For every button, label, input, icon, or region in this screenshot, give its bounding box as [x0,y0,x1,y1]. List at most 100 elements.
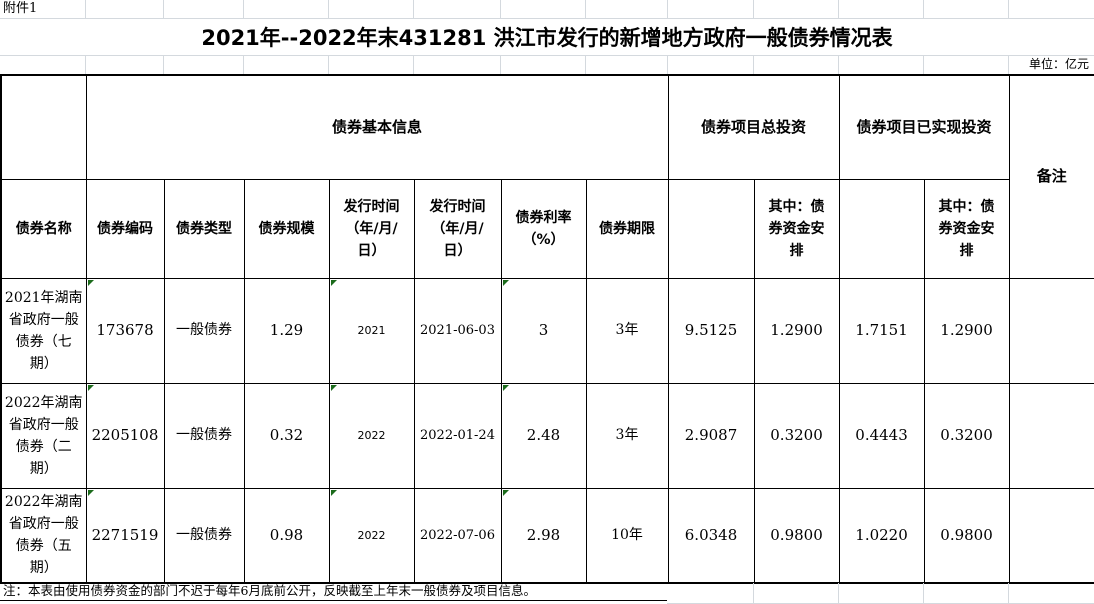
cell-total-investment: 9.5125 [667,277,755,384]
gridline [328,0,329,18]
header-group-realized-investment: 债券项目已实现投资 [838,74,1010,180]
cell-bond-scale: 0.32 [243,382,330,489]
header-issue-time-2: 发行时间 （年/月/ 日） [413,178,502,279]
header-bond-scale: 债券规模 [243,178,330,279]
header-group-basic-info: 债券基本信息 [85,74,669,180]
gridline [667,0,668,18]
gridline [413,0,414,18]
header-group-total-investment: 债券项目总投资 [667,74,840,180]
error-indicator-icon [330,489,337,496]
header-bond-code: 债券编码 [85,178,165,279]
cell-bond-rate: 2.98 [500,487,587,584]
cell-bond-term: 3年 [585,277,669,384]
cell-bond-rate: 2.48 [500,382,587,489]
cell-bond-term: 10年 [585,487,669,584]
cell-bond-type: 一般债券 [163,487,245,584]
error-indicator-icon [87,489,94,496]
cell-bond-scale: 0.98 [243,487,330,584]
error-indicator-icon [87,384,94,391]
error-indicator-icon [502,384,509,391]
header-bond-name: 债券名称 [0,178,87,279]
cell-bond-code: 173678 [85,277,165,384]
gridline [923,0,924,18]
gridline [500,0,501,18]
gridline [500,55,501,74]
gridline [328,55,329,74]
header-issue-time-1: 发行时间 （年/月/ 日） [328,178,415,279]
error-indicator-icon [87,279,94,286]
error-indicator-icon [502,279,509,286]
cell-bond-code: 2205108 [85,382,165,489]
gridline [753,55,754,74]
cell-realized-investment: 1.7151 [838,277,925,384]
gridline [163,0,164,18]
cell-realized-bond-fund: 0.3200 [923,382,1010,489]
cell-bond-rate: 3 [500,277,587,384]
bond-table: 债券基本信息 债券项目总投资 债券项目已实现投资 备注 债券名称 债券编码 债券… [0,74,1094,584]
cell-bond-type: 一般债券 [163,382,245,489]
gridline [243,55,244,74]
header-cell-empty [667,178,755,279]
header-bond-type: 债券类型 [163,178,245,279]
cell-bond-scale: 1.29 [243,277,330,384]
gridline [838,583,839,603]
gridline [838,0,839,18]
table-row: 2021年湖南 省政府一般 债券（七 期） 173678 一般债券 1.29 2… [0,277,1094,384]
gridline [1008,0,1009,18]
gridline [667,55,668,74]
cell-total-investment: 6.0348 [667,487,755,584]
cell-bond-code: 2271519 [85,487,165,584]
gridline [923,55,924,74]
cell-bond-name: 2022年湖南 省政府一般 债券（二 期） [0,382,87,489]
cell-issue-year: 2022 [328,382,415,489]
cell-issue-date: 2022-07-06 [413,487,502,584]
cell-remarks [1008,487,1094,584]
error-indicator-icon [502,489,509,496]
cell-issue-year: 2022 [328,487,415,584]
gridline [753,0,754,18]
cell-remarks [1008,277,1094,384]
header-cell-empty [0,74,87,180]
cell-bond-term: 3年 [585,382,669,489]
header-bond-fund-arrangement-2: 其中：债 券资金安 排 [923,178,1010,279]
cell-realized-investment: 1.0220 [838,487,925,584]
error-indicator-icon [330,384,337,391]
cell-issue-date: 2021-06-03 [413,277,502,384]
gridline [585,55,586,74]
header-bond-fund-arrangement-1: 其中：债 券资金安 排 [753,178,840,279]
gridline [1008,583,1009,603]
header-cell-remarks: 备注 [1008,74,1094,279]
cell-total-bond-fund: 0.3200 [753,382,840,489]
gridline [243,0,244,18]
cell-realized-bond-fund: 0.9800 [923,487,1010,584]
gridline [0,55,1094,56]
cell-bond-name: 2021年湖南 省政府一般 债券（七 期） [0,277,87,384]
cell-total-bond-fund: 1.2900 [753,277,840,384]
cell-total-bond-fund: 0.9800 [753,487,840,584]
gridline [413,55,414,74]
attachment-label: 附件1 [3,1,38,16]
title-row: 2021年--2022年末431281 洪江市发行的新增地方政府一般债券情况表 [0,18,1094,55]
gridline [85,55,86,74]
gridline [585,0,586,18]
gridline [923,583,924,603]
cell-total-investment: 2.9087 [667,382,755,489]
cell-bond-name: 2022年湖南 省政府一般 债券（五 期） [0,487,87,584]
header-bond-rate: 债券利率 （%） [500,178,587,279]
cell-bond-type: 一般债券 [163,277,245,384]
table-row: 2022年湖南 省政府一般 债券（二 期） 2205108 一般债券 0.32 … [0,382,1094,489]
cell-realized-investment: 0.4443 [838,382,925,489]
unit-label: 单位：亿元 [1028,57,1089,71]
header-cell-empty [838,178,925,279]
gridline [85,0,86,18]
cell-remarks [1008,382,1094,489]
header-bond-term: 债券期限 [585,178,669,279]
cell-issue-date: 2022-01-24 [413,382,502,489]
footnote: 注：本表由使用债券资金的部门不迟于每年6月底前公开，反映截至上年末一般债券及项目… [0,582,667,601]
error-indicator-icon [330,279,337,286]
cell-realized-bond-fund: 1.2900 [923,277,1010,384]
gridline [1008,55,1009,74]
gridline [163,55,164,74]
gridline [753,583,754,603]
